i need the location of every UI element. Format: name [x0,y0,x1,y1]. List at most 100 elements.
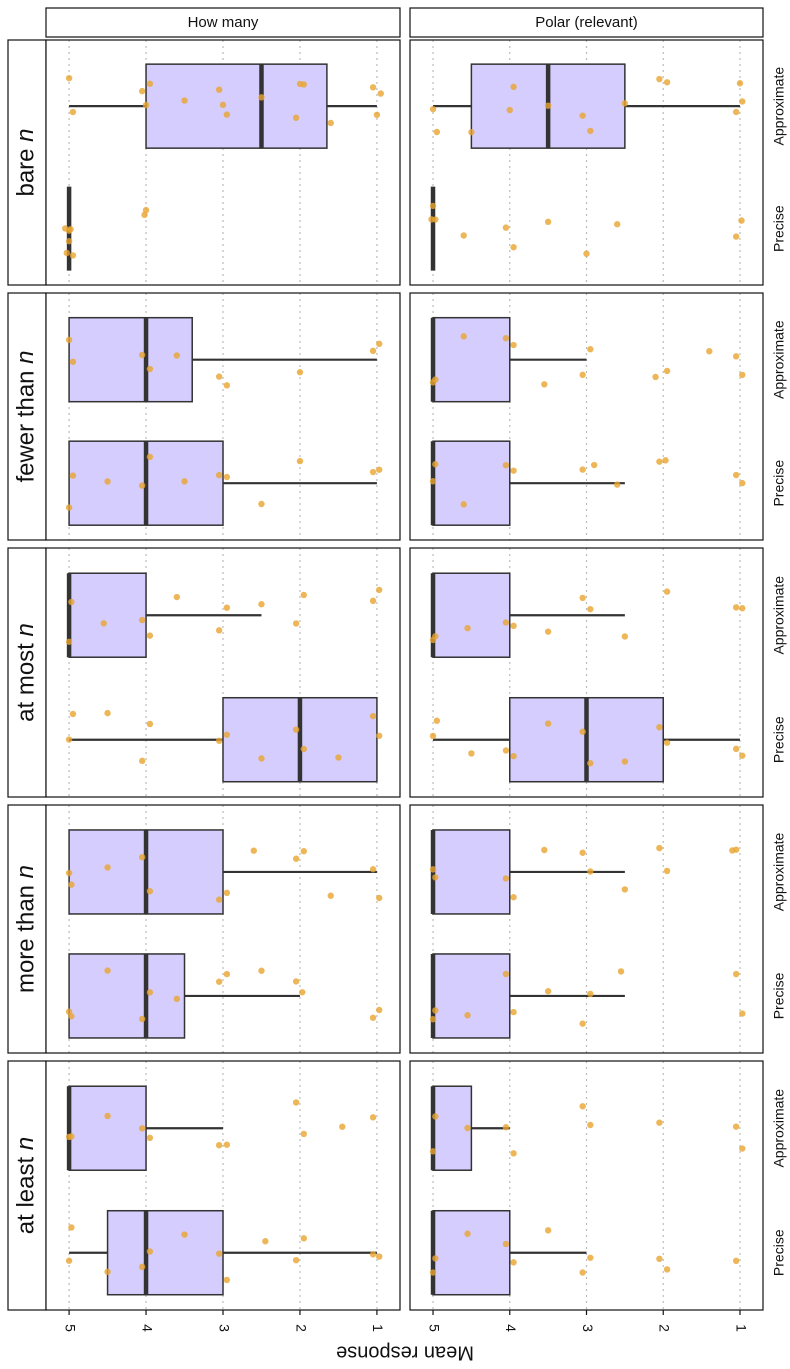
data-point [739,1010,746,1017]
data-point [613,481,621,488]
data-point [433,128,441,136]
box [68,953,186,1039]
data-point [621,633,629,640]
box [432,953,511,1039]
data-point [587,868,594,875]
data-point [138,1015,146,1023]
x-tick-label: 4 [503,1324,519,1332]
data-point [663,867,671,875]
data-point [65,736,73,743]
data-point [510,244,517,251]
data-point [65,336,73,344]
data-point [662,457,669,464]
data-point [181,1231,188,1238]
data-point [464,1124,471,1132]
row-strip [7,39,47,286]
data-point [510,467,517,474]
data-point [69,472,77,479]
data-point [215,737,223,744]
data-point [181,478,188,485]
data-point [369,866,377,873]
data-point [369,712,377,720]
x-tick-label: 5 [62,1324,78,1332]
data-point [138,616,146,624]
box [145,63,328,149]
row-label: at most n [12,623,39,722]
data-point [292,620,300,627]
data-point [376,1006,383,1014]
data-point [613,221,621,228]
data-point [138,1263,146,1271]
data-point [215,1250,223,1257]
data-point [292,978,300,985]
data-point [544,988,552,995]
data-point [502,619,510,626]
data-point [429,732,437,740]
data-point [223,382,231,389]
data-point [502,1240,510,1248]
box [432,829,511,915]
data-point [468,750,475,757]
data-point [376,586,383,594]
data-point [617,968,625,975]
data-point [296,457,304,465]
data-point [138,351,146,359]
data-point [104,709,111,717]
data-point [433,717,441,724]
data-point [432,633,439,640]
data-point [663,739,671,746]
data-point [502,335,510,342]
data-point [146,887,154,895]
panel-border [409,547,764,798]
data-point [68,1133,75,1140]
data-point [429,202,437,210]
row-label: fewer than n [12,350,39,482]
data-point [296,80,304,88]
data-point [292,726,300,733]
data-point [373,111,381,119]
data-point [587,1121,594,1129]
panel-border [409,292,764,541]
data-point [510,1259,517,1266]
data-point [104,1268,111,1276]
data-point [663,79,671,86]
axis-title: Mean response [336,1342,474,1364]
data-point [369,347,377,355]
data-point [223,1141,231,1148]
data-point [300,591,308,599]
data-point [739,98,746,105]
data-point [376,340,383,348]
category-label: Precise [771,972,787,1019]
data-point [104,478,111,485]
data-point [510,83,517,91]
data-point [739,1145,746,1152]
data-point [587,605,594,613]
data-point [104,967,111,974]
data-point [587,127,594,135]
data-point [369,1014,377,1021]
data-point [587,760,594,767]
data-point [146,80,154,87]
data-point [146,453,154,461]
data-point [739,479,746,487]
data-point [739,605,746,612]
data-point [146,989,154,996]
data-point [541,381,548,388]
data-point [292,855,300,862]
data-point [429,1015,437,1023]
data-point [656,723,663,731]
data-point [732,970,740,978]
data-point [587,1254,594,1261]
x-tick-label: 2 [657,1324,673,1332]
data-point [369,84,377,91]
data-point [215,978,223,985]
box [432,572,511,658]
data-point [510,622,517,630]
panel-border [409,804,764,1054]
data-point [732,745,740,753]
data-point [223,970,231,978]
column-label: How many [188,14,259,31]
data-point [258,94,265,101]
panel-border [409,39,764,286]
data-point [732,1257,740,1265]
